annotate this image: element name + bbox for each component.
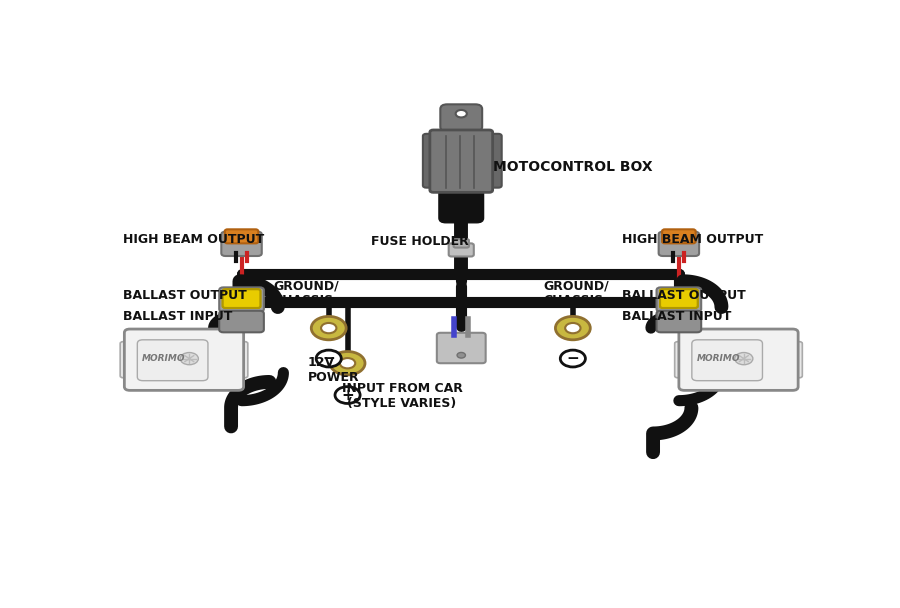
FancyBboxPatch shape: [220, 311, 264, 333]
Circle shape: [555, 316, 590, 340]
FancyBboxPatch shape: [675, 342, 690, 378]
Text: −: −: [322, 351, 335, 366]
Circle shape: [457, 353, 465, 358]
FancyBboxPatch shape: [222, 289, 260, 308]
Text: −: −: [566, 351, 580, 366]
Text: 12V
POWER: 12V POWER: [308, 356, 359, 384]
FancyBboxPatch shape: [679, 329, 798, 390]
FancyBboxPatch shape: [138, 340, 208, 381]
FancyBboxPatch shape: [660, 289, 698, 308]
FancyBboxPatch shape: [454, 239, 469, 247]
Text: FUSE HOLDER: FUSE HOLDER: [371, 235, 468, 248]
Text: BALLAST OUTPUT: BALLAST OUTPUT: [622, 289, 745, 302]
FancyBboxPatch shape: [659, 232, 699, 256]
FancyBboxPatch shape: [449, 243, 473, 257]
Circle shape: [335, 387, 360, 404]
Text: BALLAST INPUT: BALLAST INPUT: [123, 310, 232, 323]
FancyBboxPatch shape: [660, 289, 698, 308]
Circle shape: [330, 351, 365, 375]
FancyBboxPatch shape: [430, 130, 492, 192]
FancyBboxPatch shape: [121, 342, 136, 378]
FancyBboxPatch shape: [440, 105, 482, 131]
Circle shape: [455, 110, 467, 117]
Circle shape: [316, 350, 341, 367]
FancyBboxPatch shape: [423, 134, 439, 188]
FancyBboxPatch shape: [225, 229, 258, 243]
FancyBboxPatch shape: [439, 181, 483, 223]
Circle shape: [734, 353, 753, 365]
Text: HIGH BEAM OUTPUT: HIGH BEAM OUTPUT: [622, 233, 763, 246]
Circle shape: [561, 350, 585, 367]
Text: INPUT FROM CAR
(STYLE VARIES): INPUT FROM CAR (STYLE VARIES): [341, 382, 463, 410]
FancyBboxPatch shape: [692, 340, 762, 381]
Text: GROUND/
CHASSIS: GROUND/ CHASSIS: [544, 279, 609, 307]
Text: HIGH BEAM OUTPUT: HIGH BEAM OUTPUT: [123, 233, 265, 246]
Text: BALLAST OUTPUT: BALLAST OUTPUT: [123, 289, 247, 302]
FancyBboxPatch shape: [787, 342, 802, 378]
Text: BALLAST INPUT: BALLAST INPUT: [622, 310, 731, 323]
FancyBboxPatch shape: [221, 232, 262, 256]
Circle shape: [311, 316, 346, 340]
Text: GROUND/
CHASSIS: GROUND/ CHASSIS: [273, 279, 338, 307]
FancyBboxPatch shape: [657, 311, 701, 333]
FancyBboxPatch shape: [436, 333, 486, 363]
Circle shape: [565, 323, 581, 333]
Text: MORIMO: MORIMO: [142, 354, 185, 363]
FancyBboxPatch shape: [232, 342, 248, 378]
Text: MOTOCONTROL BOX: MOTOCONTROL BOX: [492, 159, 652, 174]
Text: +: +: [341, 387, 354, 402]
FancyBboxPatch shape: [657, 288, 701, 312]
FancyBboxPatch shape: [662, 229, 696, 243]
FancyBboxPatch shape: [124, 329, 244, 390]
FancyBboxPatch shape: [486, 134, 501, 188]
Text: MORIMO: MORIMO: [697, 354, 740, 363]
Circle shape: [180, 353, 198, 365]
FancyBboxPatch shape: [220, 288, 264, 312]
Circle shape: [340, 358, 356, 368]
Circle shape: [321, 323, 337, 333]
FancyBboxPatch shape: [222, 289, 260, 308]
